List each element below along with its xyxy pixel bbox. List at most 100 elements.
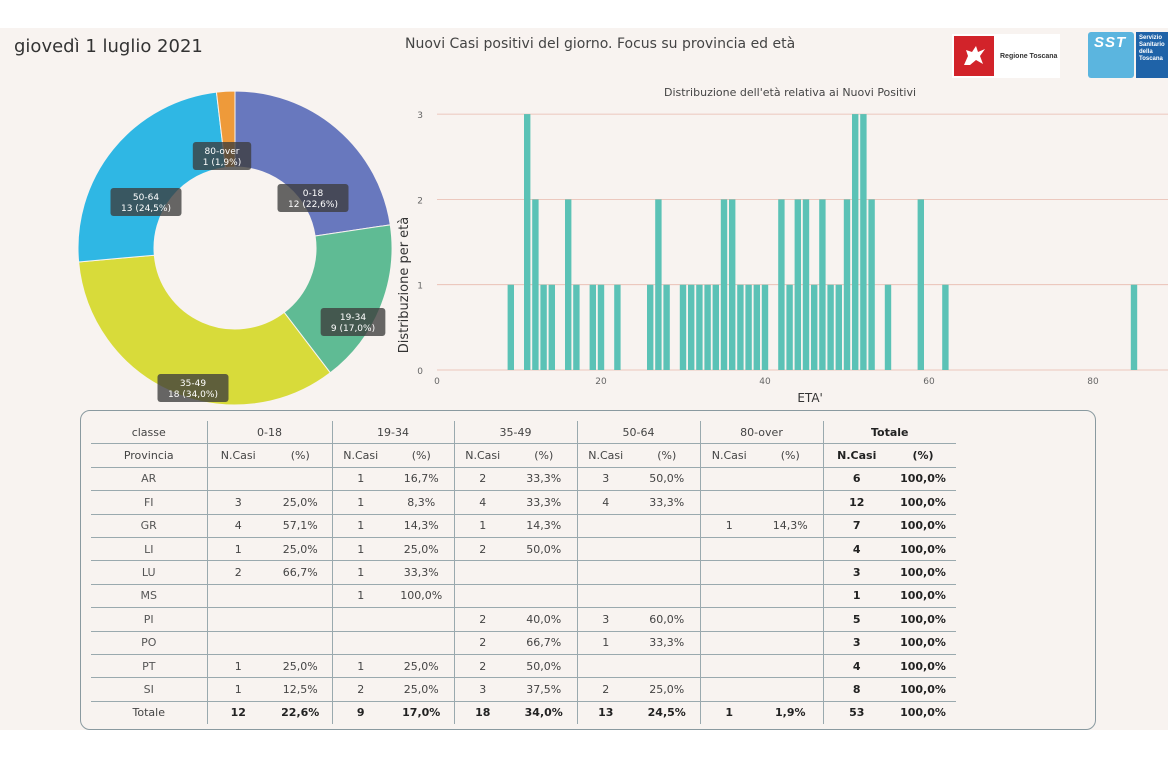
value-cell: 1 xyxy=(206,654,269,679)
province-cell: FI xyxy=(91,490,207,515)
table-row: PO 2 66,7% 1 33,3% 3 100,0% xyxy=(91,631,956,655)
donut-slice-35-49 xyxy=(78,254,331,406)
province-cell: LI xyxy=(91,537,207,562)
y-tick-label: 3 xyxy=(417,111,423,121)
histogram-bar xyxy=(745,284,752,370)
donut-label-19-34: 19-349 (17,0%) xyxy=(320,308,386,336)
value-cell: 9 xyxy=(331,701,389,725)
y-tick-label: 0 xyxy=(417,367,423,377)
value-cell: 100,0% xyxy=(890,560,956,585)
value-cell xyxy=(269,607,332,632)
value-cell: 4 xyxy=(453,490,511,515)
table-row: FI 3 25,0% 1 8,3% 4 33,3% 4 33,3% 12 100,0% xyxy=(91,490,956,515)
value-cell: 22,6% xyxy=(281,706,320,720)
table-row: SI 1 12,5% 2 25,0% 3 37,5% 2 25,0% 8 100,0% xyxy=(91,677,956,702)
histogram-bar xyxy=(532,199,539,370)
province-cell: SI xyxy=(91,677,207,702)
histogram-bar xyxy=(794,199,801,370)
value-cell: 100,0% xyxy=(890,537,956,562)
donut-slice-50-64 xyxy=(77,91,226,263)
value-cell xyxy=(699,560,758,585)
value-cell xyxy=(269,631,332,655)
value-cell: 7 xyxy=(822,514,890,538)
value-cell: 1 xyxy=(331,560,389,585)
value-cell: 25,0% xyxy=(389,537,454,562)
value-cell xyxy=(331,631,389,655)
value-cell: 1 xyxy=(331,537,389,562)
header-80-over: 80-over xyxy=(699,421,823,445)
value-cell: 50,0% xyxy=(634,467,700,492)
x-axis-title: ETA' xyxy=(797,391,823,405)
value-cell xyxy=(453,584,511,609)
value-cell: 8 xyxy=(822,677,890,702)
value-cell: 12 xyxy=(206,701,269,725)
histogram-bar xyxy=(663,284,670,370)
value-cell: 25,0% xyxy=(389,654,454,679)
total-row: Totale 12 22,6% 9 17,0% 18 34,0% 13 24,5% 1 1,9% 53… xyxy=(91,701,956,725)
province-cell: LU xyxy=(91,560,207,585)
value-cell xyxy=(206,584,269,609)
value-cell: 2 xyxy=(453,607,511,632)
histogram-bar xyxy=(868,199,875,370)
histogram-bar xyxy=(811,284,818,370)
value-cell: 40,0% xyxy=(511,607,577,632)
sub-header: (%) xyxy=(389,443,454,468)
value-cell: 25,0% xyxy=(269,654,332,679)
histogram-bar xyxy=(737,284,744,370)
value-cell xyxy=(206,467,269,492)
table-row: MS 1 100,0% 1 100,0% xyxy=(91,584,956,609)
histogram-bar xyxy=(507,284,514,370)
sub-header: Provincia xyxy=(91,443,207,468)
donut-label-value: 9 (17,0%) xyxy=(331,324,375,334)
sst-logo: SST Servizio Sanitario della Toscana xyxy=(1088,32,1168,80)
value-cell: 100,0% xyxy=(890,654,956,679)
value-cell: 2 xyxy=(453,631,511,655)
province-age-table: classe 0-18 19-34 35-49 50-64 80-over To… xyxy=(91,421,956,725)
value-cell xyxy=(699,584,758,609)
value-cell: 4 xyxy=(206,514,269,538)
histogram-bar xyxy=(1130,284,1138,370)
value-cell xyxy=(699,631,758,655)
value-cell: 14,3% xyxy=(758,514,823,538)
value-cell: 16,7% xyxy=(389,467,454,492)
histogram-bar xyxy=(835,284,842,370)
value-cell: 18 xyxy=(453,701,511,725)
value-cell xyxy=(576,654,634,679)
histogram-bar xyxy=(679,284,687,370)
dashboard-page: giovedì 1 luglio 2021 Nuovi Casi positiv… xyxy=(0,28,1168,730)
value-cell: 1 xyxy=(699,514,758,538)
sub-header-row: Provincia N.Casi (%) N.Casi (%) N.Casi (%) N.Ca… xyxy=(91,443,956,468)
header-totale: Totale xyxy=(822,421,956,445)
histogram-bar xyxy=(761,284,769,370)
value-cell xyxy=(758,607,823,632)
value-cell xyxy=(576,514,634,538)
histogram-bar xyxy=(852,114,859,370)
histogram-bar xyxy=(753,284,760,370)
province-cell: Totale xyxy=(132,706,165,720)
value-cell xyxy=(634,537,700,562)
value-cell: 1 xyxy=(822,584,890,609)
donut-label-class: 80-over xyxy=(205,147,240,157)
header-50-64: 50-64 xyxy=(576,421,700,445)
sub-header: N.Casi xyxy=(453,443,511,468)
histogram-title: Distribuzione dell'età relativa ai Nuovi… xyxy=(664,86,916,99)
value-cell: 1 xyxy=(576,631,634,655)
histogram-bar xyxy=(573,284,580,370)
donut-label-value: 1 (1,9%) xyxy=(203,158,241,168)
value-cell xyxy=(269,584,332,609)
value-cell: 100,0% xyxy=(900,706,946,720)
value-cell: 4 xyxy=(822,537,890,562)
value-cell: 3 xyxy=(206,490,269,515)
value-cell: 3 xyxy=(453,677,511,702)
value-cell: 100,0% xyxy=(890,631,956,655)
value-cell: 25,0% xyxy=(269,537,332,562)
histogram-bar xyxy=(548,284,555,370)
value-cell xyxy=(511,560,577,585)
regione-toscana-text: Regione Toscana xyxy=(1000,52,1058,60)
histogram-bar xyxy=(819,199,826,370)
value-cell xyxy=(699,537,758,562)
sst-line: della xyxy=(1139,49,1153,55)
value-cell: 2 xyxy=(331,677,389,702)
